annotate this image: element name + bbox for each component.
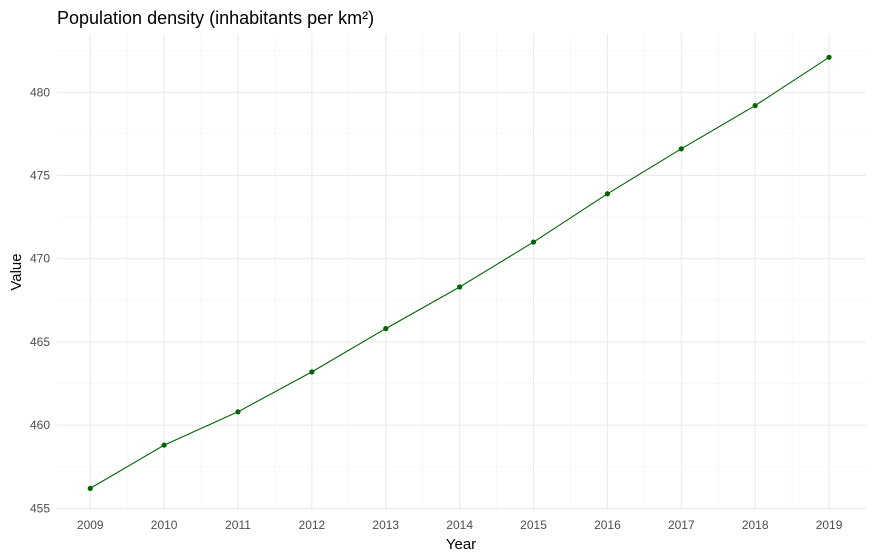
data-point xyxy=(604,191,611,197)
x-tick-label: 2014 xyxy=(446,518,473,532)
minor-gridlines xyxy=(57,34,866,510)
major-gridlines xyxy=(57,34,866,510)
x-tick-label: 2017 xyxy=(668,518,695,532)
y-tick-label: 455 xyxy=(30,501,50,515)
x-tick-label: 2012 xyxy=(299,518,326,532)
data-point xyxy=(530,239,537,245)
x-tick-label: 2018 xyxy=(742,518,769,532)
x-tick-label: 2019 xyxy=(816,518,843,532)
data-point xyxy=(235,409,241,415)
y-axis-ticks: 455 460 465 470 475 480 xyxy=(30,85,50,515)
y-tick-label: 465 xyxy=(30,335,50,349)
x-tick-label: 2010 xyxy=(151,518,178,532)
x-tick-label: 2009 xyxy=(77,518,104,532)
y-tick-label: 475 xyxy=(30,168,50,182)
x-axis-ticks: 2009 2010 2011 2012 2013 2014 2015 2016 2017 2018… xyxy=(77,518,843,532)
x-tick-label: 2011 xyxy=(225,518,251,532)
data-point xyxy=(678,146,684,152)
chart-title: Population density (inhabitants per km²) xyxy=(57,8,374,28)
x-tick-label: 2016 xyxy=(594,518,621,532)
data-point xyxy=(87,485,93,491)
x-tick-label: 2013 xyxy=(372,518,399,532)
data-point xyxy=(826,54,832,60)
data-point xyxy=(383,325,389,332)
data-point xyxy=(309,369,315,375)
data-point xyxy=(161,442,167,448)
y-axis-title: Value xyxy=(8,253,25,290)
x-tick-label: 2015 xyxy=(520,518,547,532)
y-tick-label: 460 xyxy=(30,418,50,432)
y-tick-label: 470 xyxy=(30,252,50,266)
data-point xyxy=(457,284,463,290)
x-axis-title: Year xyxy=(446,536,476,553)
data-point xyxy=(752,102,758,109)
series-layer xyxy=(87,54,832,491)
y-tick-label: 480 xyxy=(30,85,50,99)
